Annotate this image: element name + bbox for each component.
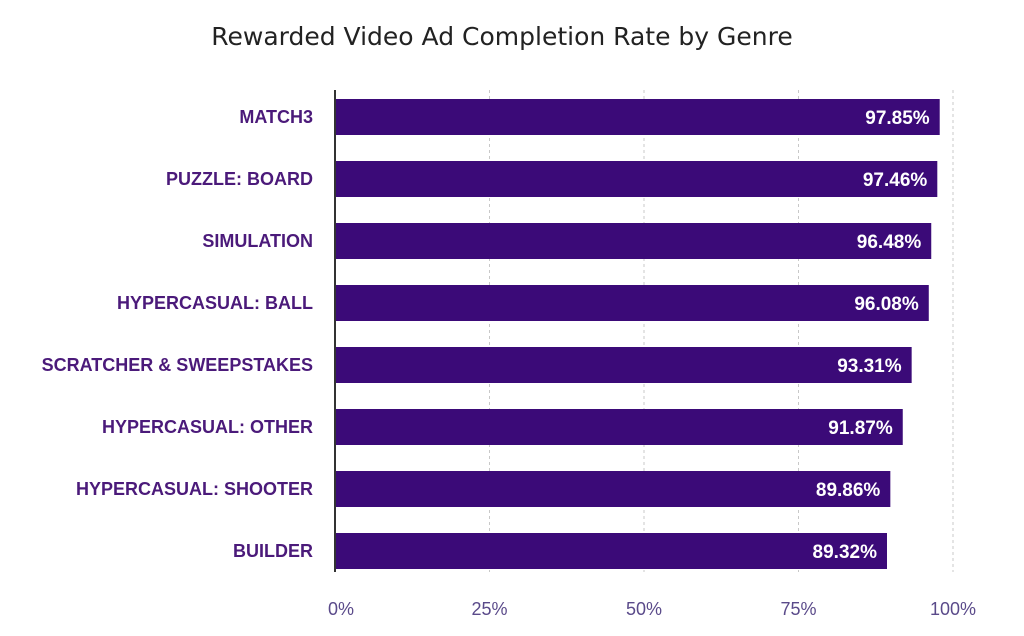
bar-value-label: 97.46% [863, 170, 928, 191]
bar-value-label: 89.32% [813, 542, 878, 563]
bar [335, 223, 932, 259]
bar-value-label: 93.31% [837, 356, 902, 377]
bar [335, 99, 940, 135]
value-labels: 97.85% 97.46% 96.48% 96.08% 93.31% 91.87% 89.8… [813, 108, 930, 563]
x-tick-label: 50% [626, 599, 662, 619]
bar [335, 471, 891, 507]
category-label: SCRATCHER & SWEEPSTAKES [42, 355, 313, 375]
category-label: SIMULATION [202, 231, 313, 251]
bar [335, 347, 912, 383]
bars-layer [335, 99, 940, 569]
bar-value-label: 91.87% [828, 418, 893, 439]
x-tick-label: 25% [471, 599, 507, 619]
bar-value-label: 96.48% [857, 232, 922, 253]
bar [335, 533, 887, 569]
bar-value-label: 89.86% [816, 480, 881, 501]
bar-value-label: 96.08% [854, 294, 919, 315]
bar [335, 285, 929, 321]
bar [335, 161, 938, 197]
category-label: HYPERCASUAL: SHOOTER [76, 479, 313, 499]
x-tick-label: 75% [780, 599, 816, 619]
category-label: PUZZLE: BOARD [166, 169, 313, 189]
category-labels: MATCH3 PUZZLE: BOARD SIMULATION HYPERCASUAL… [42, 107, 313, 561]
chart-title: Rewarded Video Ad Completion Rate by Gen… [211, 22, 793, 51]
category-label: HYPERCASUAL: OTHER [102, 417, 313, 437]
category-label: HYPERCASUAL: BALL [117, 293, 313, 313]
x-axis-ticks: 0% 25% 50% 75% 100% [328, 599, 976, 619]
category-label: MATCH3 [239, 107, 313, 127]
bar-value-label: 97.85% [865, 108, 930, 129]
category-label: BUILDER [233, 541, 313, 561]
bar [335, 409, 903, 445]
x-tick-label: 100% [930, 599, 976, 619]
x-tick-label: 0% [328, 599, 354, 619]
